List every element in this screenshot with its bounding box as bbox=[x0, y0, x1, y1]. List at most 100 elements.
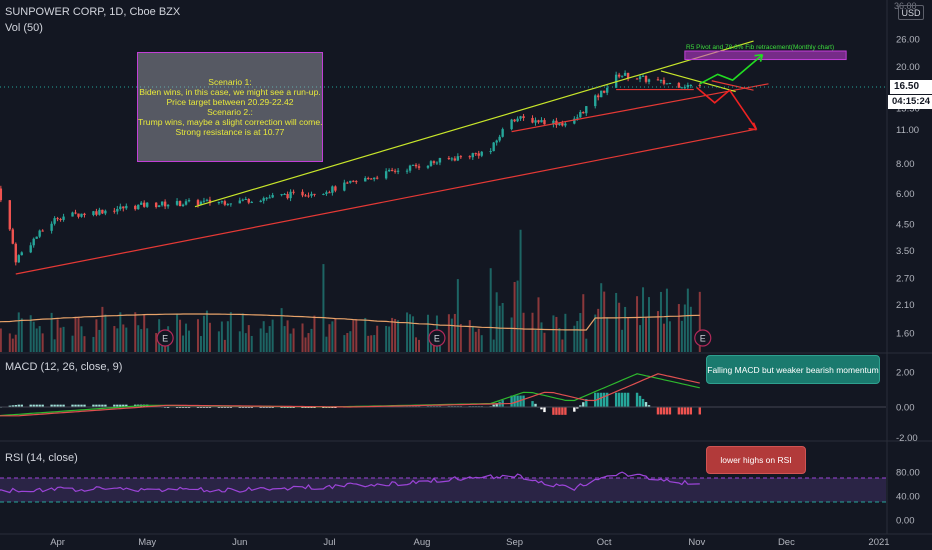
macd-hist-bar bbox=[50, 404, 53, 407]
macd-hist-bar bbox=[519, 395, 522, 407]
macd-hist-bar bbox=[641, 398, 645, 407]
macd-hist-bar bbox=[644, 402, 648, 407]
volume-bar bbox=[639, 325, 642, 352]
candle-body bbox=[310, 193, 313, 196]
candle-body bbox=[501, 129, 504, 137]
candle-body bbox=[495, 140, 498, 143]
macd-hist-bar bbox=[38, 404, 41, 407]
volume-bar bbox=[615, 292, 618, 352]
macd-hist-bar bbox=[659, 407, 663, 415]
candle-body bbox=[576, 117, 579, 119]
volume-bar bbox=[543, 332, 546, 352]
volume-bar bbox=[576, 321, 579, 352]
volume-bar bbox=[95, 319, 98, 352]
volume-bar bbox=[83, 336, 86, 352]
candle-body bbox=[450, 158, 454, 160]
macd-hist-bar bbox=[600, 392, 603, 407]
currency-button[interactable]: USD bbox=[898, 5, 924, 20]
candle-body bbox=[396, 170, 400, 172]
candle-body bbox=[540, 120, 543, 123]
time-axis-label: Jun bbox=[232, 537, 247, 548]
candle-body bbox=[205, 199, 209, 201]
macd-hist-bar bbox=[668, 407, 672, 415]
earnings-marker bbox=[428, 329, 446, 347]
volume-bar bbox=[247, 325, 250, 352]
candle-body bbox=[208, 199, 212, 204]
macd-hist-bar bbox=[605, 392, 609, 407]
rsi-axis-label: 80.00 bbox=[896, 468, 920, 479]
macd-callout[interactable]: Falling MACD but weaker bearish momentum bbox=[706, 355, 880, 384]
candle-body bbox=[346, 182, 349, 184]
macd-hist-bar bbox=[680, 407, 684, 415]
price-axis-label: 36.00 bbox=[894, 1, 917, 11]
candle-body bbox=[519, 116, 522, 119]
volume-bar bbox=[325, 336, 328, 352]
volume-bar bbox=[388, 326, 391, 352]
candle-body bbox=[244, 199, 247, 201]
volume-bar bbox=[606, 317, 609, 352]
volume-bar bbox=[179, 319, 182, 352]
macd-hist-bar bbox=[522, 395, 525, 407]
candle-body bbox=[349, 180, 352, 183]
scenario-line: Strong resistance is at 10.77 bbox=[175, 127, 285, 137]
macd-hist-bar bbox=[665, 407, 669, 415]
candle-body bbox=[435, 162, 439, 164]
candle-body bbox=[393, 170, 397, 172]
volume-bar bbox=[415, 337, 418, 352]
volume-bar bbox=[558, 328, 561, 352]
volume-bar bbox=[352, 320, 355, 352]
volume-bar bbox=[689, 306, 692, 352]
macd-hist-bar bbox=[552, 407, 555, 415]
volume-bar bbox=[205, 310, 208, 352]
candle-body bbox=[289, 191, 292, 199]
candle-body bbox=[8, 200, 12, 230]
candle-body bbox=[143, 202, 146, 207]
macd-hist-bar bbox=[626, 392, 630, 407]
volume-bar bbox=[540, 322, 543, 352]
candle-body bbox=[259, 200, 262, 203]
scenario-annotation[interactable]: Scenario 1: Biden wins, in this case, we… bbox=[137, 52, 323, 162]
candle-body bbox=[558, 123, 561, 126]
candle-body bbox=[698, 84, 701, 86]
candle-body bbox=[531, 118, 534, 123]
volume-bar bbox=[11, 338, 14, 352]
volume-bar bbox=[143, 314, 146, 352]
price-axis-label: 20.00 bbox=[896, 62, 920, 73]
macd-hist-bar bbox=[534, 403, 537, 407]
volume-bar bbox=[119, 312, 122, 352]
earnings-marker-label: E bbox=[700, 334, 706, 344]
macd-hist-bar bbox=[683, 407, 687, 415]
macd-hist-bar bbox=[41, 404, 44, 407]
volume-bar bbox=[220, 321, 223, 352]
volume-bar bbox=[564, 313, 567, 352]
candle-body bbox=[438, 158, 442, 163]
candle-body bbox=[101, 209, 104, 214]
candle-body bbox=[202, 200, 206, 202]
candle-body bbox=[387, 169, 391, 172]
volume-bar bbox=[648, 297, 651, 352]
volume-bar bbox=[322, 264, 325, 352]
resistance-trendline bbox=[194, 40, 754, 208]
price-axis-label: 8.00 bbox=[896, 159, 915, 170]
volume-bar bbox=[364, 317, 367, 352]
volume-bar bbox=[456, 279, 459, 352]
fib-annotation-label: R5 Pivot and 78.6% Fib retracement(Month… bbox=[686, 44, 835, 51]
candle-body bbox=[74, 212, 77, 214]
volume-bar bbox=[20, 318, 23, 352]
volume-bar bbox=[516, 280, 519, 352]
volume-bar bbox=[519, 229, 522, 352]
volume-bar bbox=[280, 308, 283, 352]
volume-bar bbox=[618, 302, 621, 352]
candle-body bbox=[355, 181, 358, 183]
volume-bar bbox=[77, 316, 80, 352]
macd-histogram bbox=[0, 392, 701, 415]
candle-body bbox=[597, 95, 600, 98]
volume-bar bbox=[409, 314, 412, 352]
time-axis-label: Jul bbox=[323, 537, 335, 548]
candle-body bbox=[241, 199, 244, 201]
macd-hist-bar bbox=[492, 404, 495, 407]
candle-body bbox=[429, 161, 433, 166]
candle-body bbox=[513, 119, 516, 122]
rsi-callout[interactable]: lower highs on RSI bbox=[706, 446, 806, 474]
